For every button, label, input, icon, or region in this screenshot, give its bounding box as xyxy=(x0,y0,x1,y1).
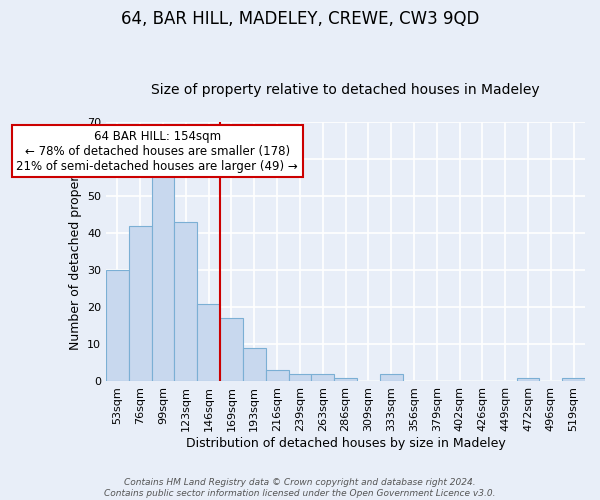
Text: 64, BAR HILL, MADELEY, CREWE, CW3 9QD: 64, BAR HILL, MADELEY, CREWE, CW3 9QD xyxy=(121,10,479,28)
Bar xyxy=(562,378,585,382)
Text: 64 BAR HILL: 154sqm
← 78% of detached houses are smaller (178)
21% of semi-detac: 64 BAR HILL: 154sqm ← 78% of detached ho… xyxy=(16,130,298,172)
Bar xyxy=(129,226,152,382)
Bar xyxy=(517,378,539,382)
Bar xyxy=(289,374,311,382)
Title: Size of property relative to detached houses in Madeley: Size of property relative to detached ho… xyxy=(151,83,540,97)
Bar xyxy=(175,222,197,382)
Bar xyxy=(152,174,175,382)
Y-axis label: Number of detached properties: Number of detached properties xyxy=(68,153,82,350)
X-axis label: Distribution of detached houses by size in Madeley: Distribution of detached houses by size … xyxy=(185,437,505,450)
Bar xyxy=(106,270,129,382)
Bar xyxy=(334,378,357,382)
Bar xyxy=(380,374,403,382)
Text: Contains HM Land Registry data © Crown copyright and database right 2024.
Contai: Contains HM Land Registry data © Crown c… xyxy=(104,478,496,498)
Bar xyxy=(266,370,289,382)
Bar xyxy=(197,304,220,382)
Bar xyxy=(311,374,334,382)
Bar xyxy=(243,348,266,382)
Bar xyxy=(220,318,243,382)
